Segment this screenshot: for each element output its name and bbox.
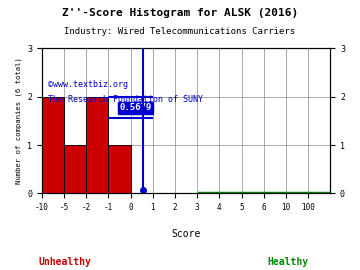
Bar <box>64 145 86 193</box>
Text: ©www.textbiz.org: ©www.textbiz.org <box>48 80 127 89</box>
Bar <box>86 97 108 193</box>
Text: Z''-Score Histogram for ALSK (2016): Z''-Score Histogram for ALSK (2016) <box>62 8 298 18</box>
Text: Unhealthy: Unhealthy <box>39 256 91 266</box>
Bar <box>42 97 64 193</box>
Y-axis label: Number of companies (6 total): Number of companies (6 total) <box>15 57 22 184</box>
Bar <box>108 145 131 193</box>
X-axis label: Score: Score <box>171 229 201 239</box>
Text: The Research Foundation of SUNY: The Research Foundation of SUNY <box>48 95 203 104</box>
Text: Industry: Wired Telecommunications Carriers: Industry: Wired Telecommunications Carri… <box>64 27 296 36</box>
Text: 0.5679: 0.5679 <box>119 103 152 112</box>
Text: Healthy: Healthy <box>267 256 309 266</box>
